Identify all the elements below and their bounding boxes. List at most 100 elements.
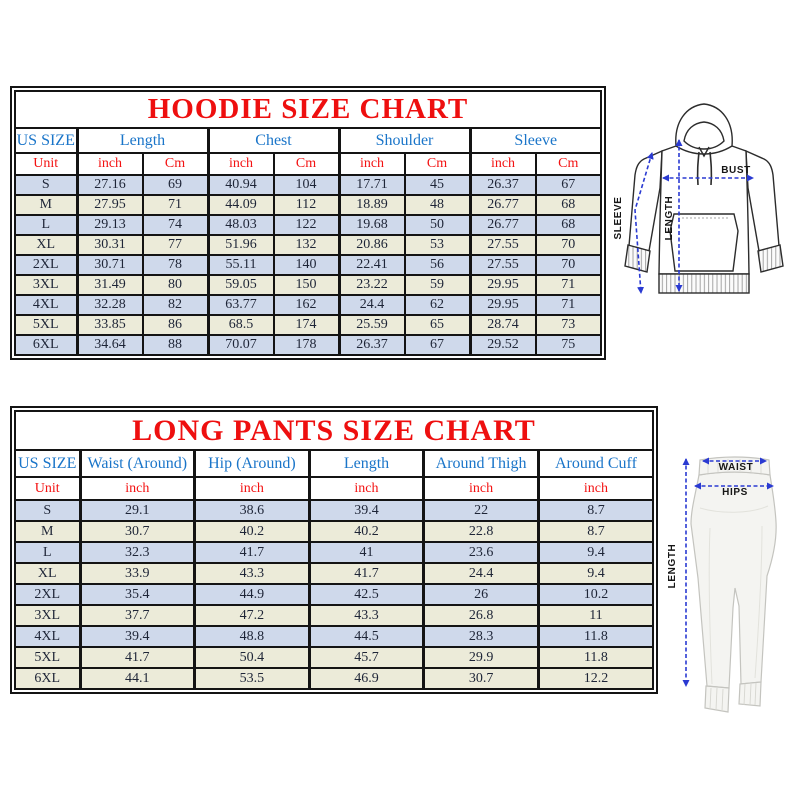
shoulder-group-header: Shoulder	[337, 127, 471, 154]
value-cell: 75	[534, 334, 602, 356]
sleeve-arrow	[634, 152, 654, 294]
pants-length-label: LENGTH	[667, 544, 678, 589]
table-row: XL 30.31 77 51.96 132 20.86 53 27.55 70	[14, 234, 602, 256]
value-cell: 63.77	[206, 294, 275, 316]
value-cell: 86	[141, 314, 209, 336]
value-cell: 26	[422, 583, 540, 606]
value-cell: 23.6	[422, 541, 540, 564]
value-cell: 46.9	[307, 667, 425, 690]
value-cell: 68	[534, 214, 602, 236]
value-cell: 27.55	[468, 234, 537, 256]
hoodie-table-body: S 27.16 69 40.94 104 17.71 45 26.37 67 M 27.95 71 44…	[14, 174, 602, 356]
unit-cell: Cm	[534, 152, 602, 176]
sleeve-label: SLEEVE	[613, 196, 624, 239]
value-cell: 78	[141, 254, 209, 276]
pants-table: LONG PANTS SIZE CHART US SIZE Waist (Aro…	[14, 410, 654, 690]
value-cell: 104	[272, 174, 340, 196]
value-cell: 70	[534, 254, 602, 276]
value-cell: 74	[141, 214, 209, 236]
value-cell: 71	[141, 194, 209, 216]
table-row: 6XL 34.64 88 70.07 178 26.37 67 29.52 75	[14, 334, 602, 356]
unit-header: Unit	[14, 476, 81, 501]
value-cell: 53.5	[193, 667, 311, 690]
unit-cell: Cm	[403, 152, 471, 176]
value-cell: 29.52	[468, 334, 537, 356]
pants-header-row: US SIZE Waist (Around) Hip (Around) Leng…	[14, 449, 654, 478]
value-cell: 112	[272, 194, 340, 216]
value-cell: 32.28	[75, 294, 144, 316]
table-row: L 32.3 41.7 41 23.6 9.4	[14, 541, 654, 564]
value-cell: 40.2	[307, 520, 425, 543]
table-row: XL 33.9 43.3 41.7 24.4 9.4	[14, 562, 654, 585]
hoodie-right-cuff	[757, 244, 784, 273]
table-row: 2XL 35.4 44.9 42.5 26 10.2	[14, 583, 654, 606]
pants-seams	[699, 505, 769, 685]
value-cell: 22.8	[422, 520, 540, 543]
value-cell: 55.11	[206, 254, 275, 276]
table-row: S 29.1 38.6 39.4 22 8.7	[14, 499, 654, 522]
value-cell: 150	[272, 274, 340, 296]
table-row: 3XL 31.49 80 59.05 150 23.22 59 29.95 71	[14, 274, 602, 296]
value-cell: 71	[534, 274, 602, 296]
value-cell: 68	[534, 194, 602, 216]
hips-label: HIPS	[722, 487, 748, 498]
value-cell: 27.55	[468, 254, 537, 276]
value-cell: 56	[403, 254, 471, 276]
value-cell: 50.4	[193, 646, 311, 669]
size-cell: 2XL	[14, 583, 81, 606]
value-cell: 82	[141, 294, 209, 316]
value-cell: 31.49	[75, 274, 144, 296]
value-cell: 41	[307, 541, 425, 564]
value-cell: 122	[272, 214, 340, 236]
value-cell: 73	[534, 314, 602, 336]
value-cell: 132	[272, 234, 340, 256]
unit-cell: inch	[206, 152, 275, 176]
value-cell: 26.37	[468, 174, 537, 196]
us-size-header: US SIZE	[14, 127, 78, 154]
value-cell: 41.7	[78, 646, 196, 669]
value-cell: 42.5	[307, 583, 425, 606]
table-row: 6XL 44.1 53.5 46.9 30.7 12.2	[14, 667, 654, 690]
table-row: 5XL 41.7 50.4 45.7 29.9 11.8	[14, 646, 654, 669]
value-cell: 27.16	[75, 174, 144, 196]
hoodie-drawstring-left	[696, 151, 700, 186]
pants-illustration: WAIST HIPS LENGTH	[667, 456, 777, 713]
value-cell: 9.4	[536, 562, 654, 585]
hoodie-drawstring-right	[709, 151, 713, 186]
size-cell: XL	[14, 234, 78, 256]
hoodie-hood-opening	[683, 121, 725, 150]
value-cell: 67	[534, 174, 602, 196]
value-cell: 30.71	[75, 254, 144, 276]
unit-cell: Cm	[141, 152, 209, 176]
value-cell: 88	[141, 334, 209, 356]
hoodie-hem	[658, 273, 750, 294]
pants-size-chart: LONG PANTS SIZE CHART US SIZE Waist (Aro…	[10, 406, 658, 694]
value-cell: 30.7	[422, 667, 540, 690]
value-cell: 68.5	[206, 314, 275, 336]
value-cell: 10.2	[536, 583, 654, 606]
value-cell: 162	[272, 294, 340, 316]
value-cell: 41.7	[307, 562, 425, 585]
value-cell: 30.7	[78, 520, 196, 543]
value-cell: 48	[403, 194, 471, 216]
value-cell: 26.77	[468, 214, 537, 236]
unit-header: Unit	[14, 152, 78, 176]
table-row: M 30.7 40.2 40.2 22.8 8.7	[14, 520, 654, 543]
value-cell: 37.7	[78, 604, 196, 627]
value-cell: 24.4	[337, 294, 406, 316]
unit-cell: inch	[78, 476, 196, 501]
value-cell: 41.7	[193, 541, 311, 564]
size-cell: S	[14, 499, 81, 522]
table-row: 3XL 37.7 47.2 43.3 26.8 11	[14, 604, 654, 627]
value-cell: 50	[403, 214, 471, 236]
size-cell: 2XL	[14, 254, 78, 276]
pants-chart-title: LONG PANTS SIZE CHART	[14, 410, 654, 451]
value-cell: 44.9	[193, 583, 311, 606]
value-cell: 43.3	[307, 604, 425, 627]
value-cell: 53	[403, 234, 471, 256]
unit-cell: inch	[536, 476, 654, 501]
value-cell: 34.64	[75, 334, 144, 356]
chest-group-header: Chest	[206, 127, 340, 154]
size-cell: 3XL	[14, 604, 81, 627]
